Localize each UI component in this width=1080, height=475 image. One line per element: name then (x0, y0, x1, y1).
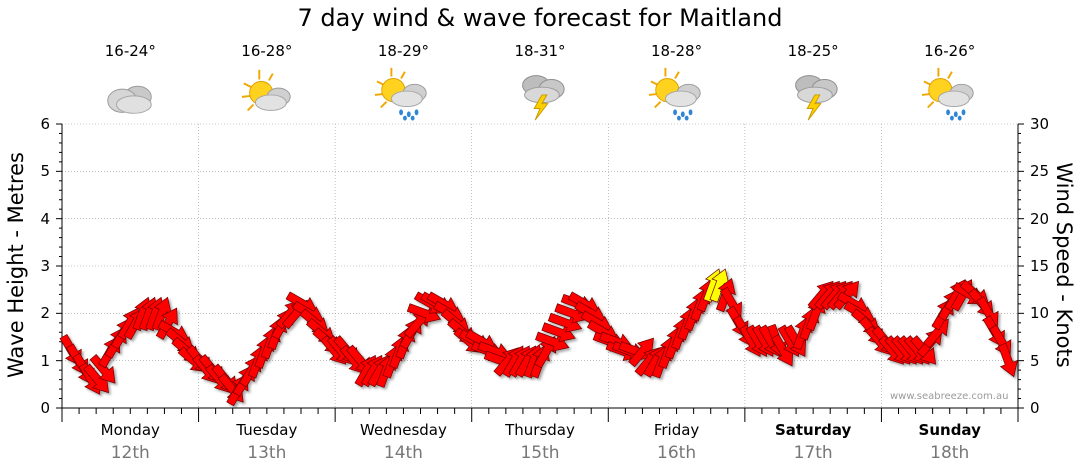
day-date-thursday: 15th (520, 443, 560, 463)
right-tick-label: 30 (1030, 115, 1050, 133)
temperature-range: 16-26° (924, 42, 976, 60)
right-tick-label: 0 (1030, 399, 1040, 417)
watermark: www.seabreeze.com.au (890, 391, 1009, 402)
temperature-range: 18-29° (377, 42, 429, 60)
wind-arrows (59, 268, 1018, 407)
left-axis-title: Wave Height - Metres (4, 152, 28, 378)
right-tick-label: 25 (1030, 162, 1050, 181)
cloudy-icon (107, 85, 153, 114)
left-tick-label: 3 (40, 257, 50, 275)
day-date-saturday: 17th (793, 443, 833, 463)
left-tick-label: 6 (40, 115, 50, 133)
day-date-tuesday: 13th (247, 443, 287, 463)
sun-showers-icon (921, 67, 974, 121)
sun-showers-icon (648, 67, 701, 121)
temperature-range: 16-24° (104, 42, 156, 60)
day-label-thursday: Thursday (505, 421, 575, 439)
left-tick-label: 4 (40, 209, 50, 228)
right-tick-label: 15 (1030, 257, 1050, 275)
temperature-range: 16-28° (241, 42, 293, 60)
left-tick-label: 2 (40, 304, 50, 323)
day-date-wednesday: 14th (383, 443, 423, 463)
chart-title: 7 day wind & wave forecast for Maitland (297, 4, 783, 32)
right-tick-label: 20 (1030, 209, 1050, 228)
day-date-monday: 12th (110, 443, 150, 463)
day-label-sunday: Sunday (918, 421, 981, 439)
wind-arrow-shape (89, 354, 116, 384)
day-label-saturday: Saturday (774, 421, 852, 439)
left-tick-label: 1 (40, 351, 50, 370)
partly-cloudy-icon (241, 69, 291, 112)
wind-arrow (89, 354, 116, 384)
day-label-wednesday: Wednesday (360, 421, 447, 439)
wind-arrow (997, 342, 1018, 378)
day-label-friday: Friday (653, 421, 700, 439)
right-tick-label: 10 (1030, 304, 1050, 323)
day-date-sunday: 18th (930, 443, 970, 463)
thunderstorm-icon (795, 75, 838, 121)
temperature-range: 18-31° (514, 42, 566, 60)
left-tick-label: 0 (40, 399, 50, 417)
temperature-range: 18-28° (651, 42, 703, 60)
day-label-monday: Monday (100, 421, 160, 439)
wind-arrow-shape (997, 342, 1018, 378)
sun-showers-icon (375, 67, 428, 121)
left-tick-label: 5 (40, 162, 50, 181)
temperature-range: 18-25° (787, 42, 839, 60)
thunderstorm-icon (522, 75, 565, 121)
day-date-friday: 16th (657, 443, 697, 463)
day-label-tuesday: Tuesday (236, 421, 298, 439)
right-tick-label: 5 (1030, 351, 1040, 370)
